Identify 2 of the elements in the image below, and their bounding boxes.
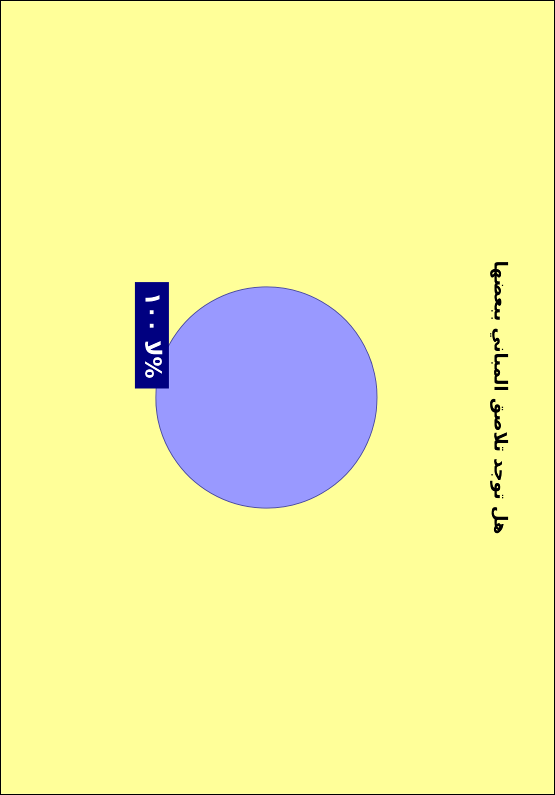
text: هل توجد تلاصق المباني ببعضها — [490, 260, 510, 534]
slice-label: لا ١٠٠% — [139, 292, 164, 378]
